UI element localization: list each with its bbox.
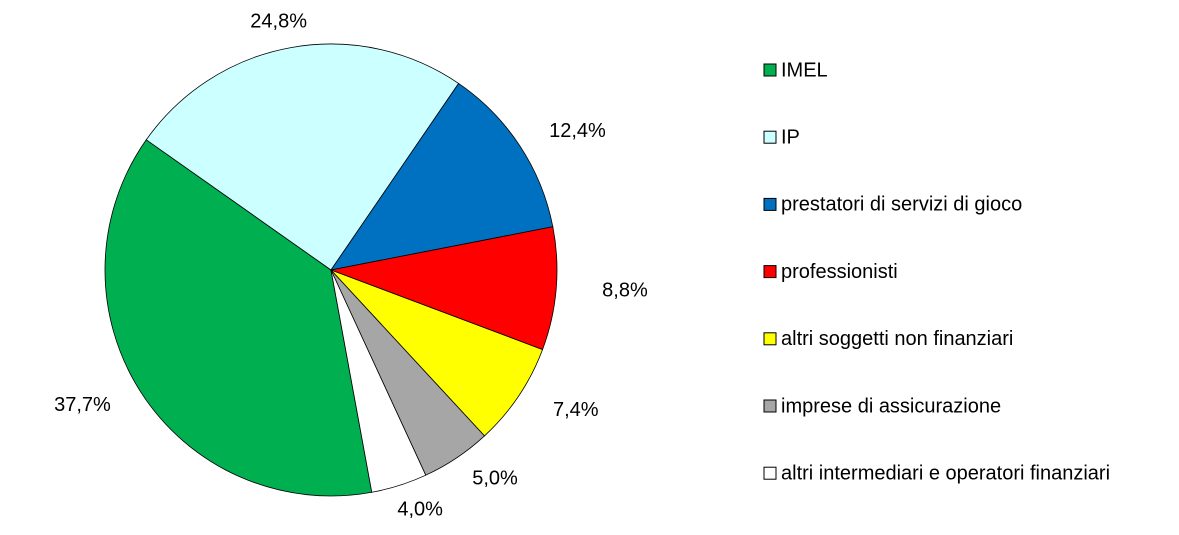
legend-swatch bbox=[763, 130, 777, 144]
pie-slice bbox=[145, 43, 460, 271]
pie-slice bbox=[330, 269, 544, 437]
data-label: 5,0% bbox=[472, 468, 518, 490]
legend-swatch bbox=[763, 332, 777, 346]
data-label: 7,4% bbox=[553, 399, 599, 421]
data-label: 4,0% bbox=[397, 498, 443, 520]
legend-label: altri soggetti non finanziari bbox=[781, 328, 1013, 350]
legend-label: professionisti bbox=[781, 261, 898, 283]
data-label: 12,4% bbox=[549, 120, 606, 142]
pie-slice bbox=[104, 139, 373, 497]
legend-label: altri intermediari e operatori finanziar… bbox=[781, 462, 1110, 484]
data-label: 24,8% bbox=[250, 10, 307, 32]
legend-swatch bbox=[763, 466, 777, 480]
legend-swatch bbox=[763, 197, 777, 211]
legend-label: IMEL bbox=[781, 59, 828, 81]
legend-swatch bbox=[763, 63, 777, 77]
legend-swatch bbox=[763, 399, 777, 413]
data-label: 37,7% bbox=[54, 394, 111, 416]
legend-label: IP bbox=[781, 126, 800, 148]
pie-slice bbox=[330, 82, 554, 271]
pie-slice bbox=[330, 269, 427, 493]
legend-swatch bbox=[763, 265, 777, 279]
legend-label: imprese di assicurazione bbox=[781, 395, 1001, 417]
data-label: 8,8% bbox=[602, 279, 648, 301]
legend-label: prestatori di servizi di gioco bbox=[781, 194, 1022, 216]
pie-slice bbox=[329, 226, 558, 351]
